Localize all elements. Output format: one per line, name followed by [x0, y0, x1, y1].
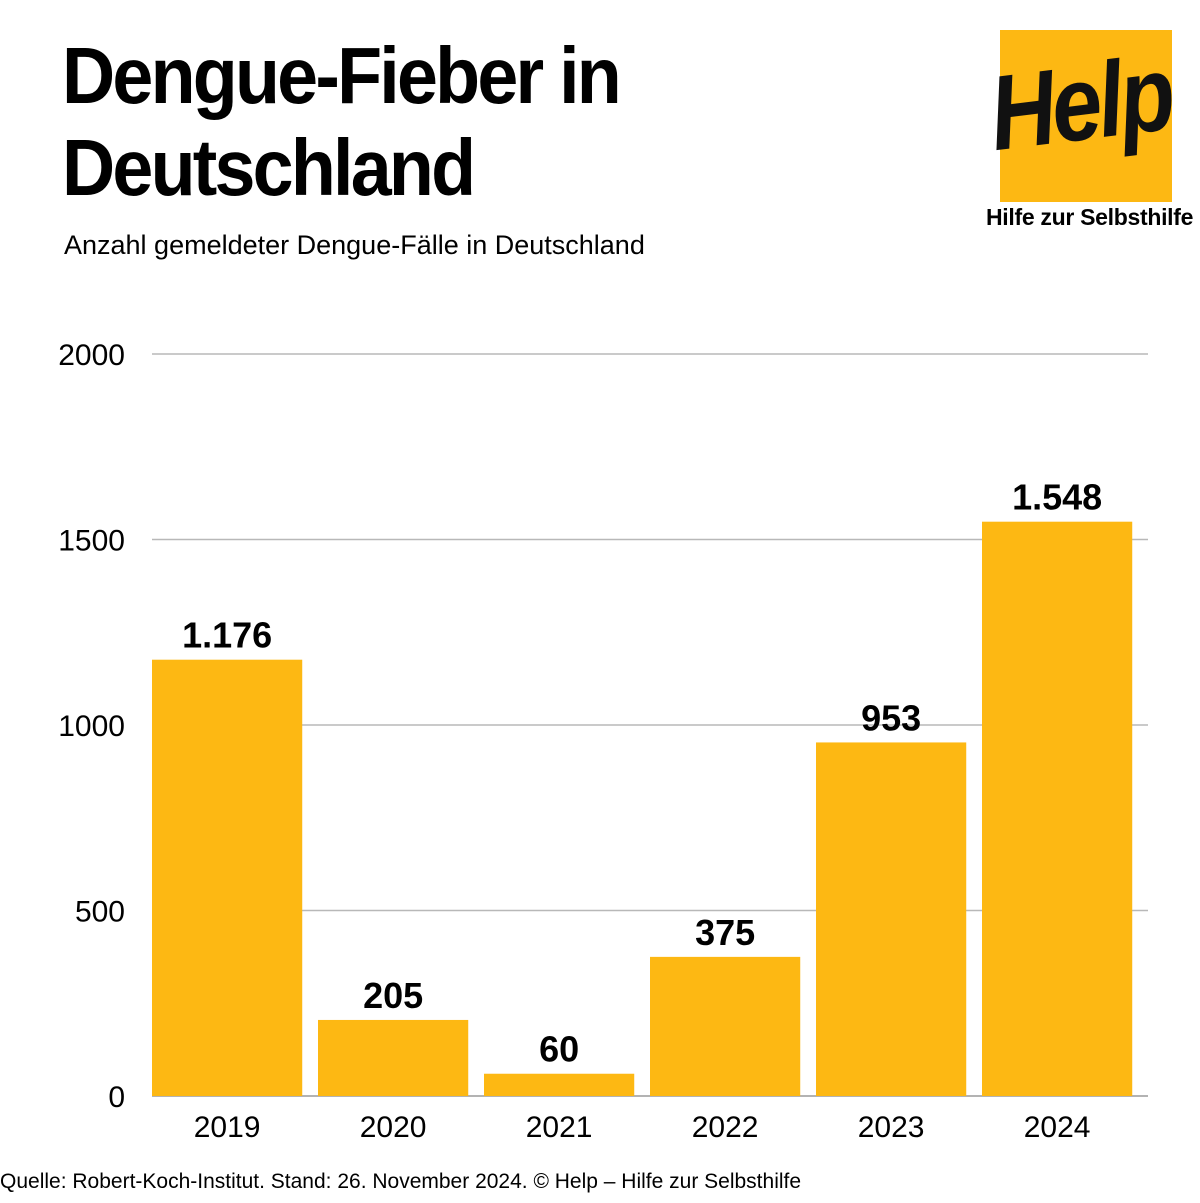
- y-tick-label: 500: [75, 896, 125, 929]
- bar-2020: [318, 1019, 469, 1096]
- y-tick-label: 1000: [58, 710, 125, 743]
- value-label: 1.548: [1012, 477, 1102, 518]
- x-tick-label: 2019: [194, 1111, 261, 1144]
- y-tick-label: 0: [108, 1081, 125, 1114]
- bar-2024: [982, 521, 1133, 1096]
- value-labels: 1.176 205 60 375 953 1.548: [182, 477, 1102, 1070]
- chart-subtitle: Anzahl gemeldeter Dengue-Fälle in Deutsc…: [64, 230, 645, 260]
- source-note: Quelle: Robert-Koch-Institut. Stand: 26.…: [0, 1170, 802, 1193]
- value-label: 1.176: [182, 615, 272, 656]
- title-line-1: Dengue-Fieber in: [62, 31, 622, 120]
- bar-2019: [152, 659, 303, 1096]
- x-tick-label: 2023: [858, 1111, 925, 1144]
- x-tick-label: 2021: [526, 1111, 593, 1144]
- y-tick-label: 1500: [58, 525, 125, 558]
- value-label: 60: [539, 1029, 579, 1070]
- x-tick-label: 2024: [1024, 1111, 1091, 1144]
- y-axis: 0 500 1000 1500 2000: [58, 339, 125, 1114]
- help-logo: Help: [983, 30, 1178, 202]
- value-label: 953: [861, 697, 921, 738]
- x-axis: 2019 2020 2021 2022 2023 2024: [194, 1111, 1091, 1144]
- title-line-2: Deutschland: [62, 123, 476, 212]
- x-tick-label: 2020: [360, 1111, 427, 1144]
- value-label: 205: [363, 975, 423, 1016]
- value-label: 375: [695, 912, 755, 953]
- bar-2021: [484, 1073, 635, 1096]
- bar-2022: [650, 956, 801, 1096]
- logo-tagline: Hilfe zur Selbsthilfe: [986, 204, 1194, 230]
- x-tick-label: 2022: [692, 1111, 759, 1144]
- bar-2023: [816, 742, 967, 1096]
- bars: [152, 521, 1133, 1096]
- bar-chart: 0 500 1000 1500 2000 1.176 205 60 375 953 1.548 2…: [58, 339, 1148, 1144]
- chart-title: Dengue-Fieber in Deutschland: [62, 30, 798, 214]
- y-tick-label: 2000: [58, 339, 125, 372]
